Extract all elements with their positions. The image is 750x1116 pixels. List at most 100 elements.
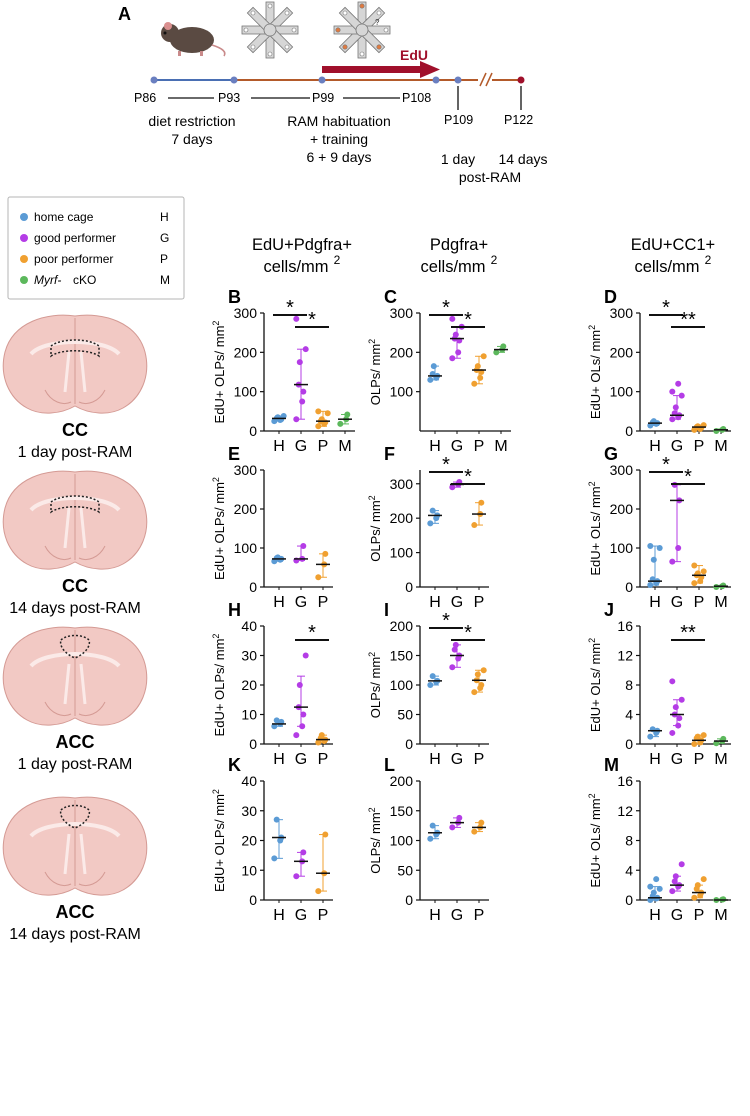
series-group: [691, 732, 707, 747]
data-point: [427, 376, 434, 383]
y-tick-label: 100: [610, 540, 634, 556]
chart-panel: J 0 4 8 12 16 EdU+ OLs/ mm2 H G P M **: [587, 600, 731, 768]
y-tick-label: 100: [610, 384, 634, 400]
data-point: [452, 641, 459, 648]
data-point: [669, 416, 676, 423]
y-tick-label: 0: [625, 736, 633, 752]
series-group: [691, 876, 707, 901]
y-tick-label: 100: [390, 384, 414, 400]
y-tick-label: 12: [617, 648, 633, 664]
x-tick-label: H: [429, 751, 441, 768]
data-point: [656, 545, 663, 551]
chart-panel: E 0 100 200 300 EdU+ OLPs/ mm2 H G P: [211, 444, 333, 611]
post-ram-text: post-RAM: [459, 169, 521, 185]
y-axis-label: OLPs/ mm2: [367, 339, 383, 405]
data-point: [720, 582, 727, 589]
ram-text-line: 6 + 9 days: [307, 149, 372, 165]
y-tick-label: 10: [241, 707, 257, 723]
data-point: [449, 484, 456, 491]
data-point: [678, 696, 685, 703]
y-axis-label: EdU+ OLPs/ mm2: [211, 789, 227, 892]
brain-row: CC 14 days post-RAM: [2, 470, 148, 617]
data-point: [344, 411, 351, 418]
y-tick-label: 4: [625, 707, 633, 723]
x-tick-label: G: [295, 438, 307, 455]
data-point: [694, 882, 701, 889]
data-point: [474, 671, 481, 678]
y-axis-label: EdU+ OLs/ mm2: [587, 325, 603, 419]
data-point: [271, 855, 278, 862]
significance-label: *: [464, 309, 472, 331]
data-point: [273, 816, 280, 823]
series-group: [293, 652, 309, 739]
chart-panel: L 0 50 100 150 200 OLPs/ mm2 H G P: [367, 755, 489, 924]
data-point: [669, 558, 676, 565]
y-axis-label: EdU+ OLPs/ mm2: [211, 321, 227, 424]
y-tick-label: 0: [405, 892, 413, 908]
x-tick-label: M: [714, 907, 727, 924]
column-title-line1: Pdgfra+: [430, 236, 488, 254]
timeline-break-mark-2: [485, 72, 493, 87]
series-group: [713, 896, 728, 903]
y-tick-label: 30: [241, 803, 257, 819]
data-point: [480, 667, 487, 674]
y-tick-label: 0: [625, 423, 633, 439]
panel-letter: I: [384, 600, 389, 620]
series-group: [713, 582, 728, 590]
y-tick-label: 40: [241, 773, 257, 789]
data-point: [647, 883, 654, 890]
series-group: [271, 816, 286, 862]
ram-text-line: RAM habituation: [287, 113, 391, 129]
data-point: [315, 574, 322, 581]
timepoint-dot-p108: [432, 76, 440, 84]
legend-dot-home-cage: [20, 213, 28, 221]
data-point: [449, 315, 456, 322]
x-tick-label: H: [429, 907, 441, 924]
edu-arrow-shaft: [322, 66, 422, 73]
data-point: [691, 562, 698, 569]
legend-code: M: [160, 273, 170, 287]
y-tick-label: 200: [234, 344, 258, 360]
timepoint-dot-p109: [454, 76, 462, 84]
timepoint-label: P86: [134, 91, 156, 105]
chart-panel: C 100 200 300 OLPs/ mm2 H G P M * *: [367, 287, 511, 455]
column-title-line2: cells/mm: [634, 258, 699, 276]
series-group: [449, 315, 465, 362]
series-group: [669, 380, 685, 423]
x-tick-label: P: [694, 594, 705, 611]
one-day-text: 1 day: [441, 151, 475, 167]
brain-section-icon: [2, 314, 148, 414]
panel-letter: G: [604, 444, 618, 464]
significance-label: **: [680, 309, 696, 331]
significance-label: *: [684, 466, 692, 488]
data-point: [669, 729, 676, 736]
timepoint-label: P108: [402, 91, 431, 105]
data-point: [300, 388, 307, 395]
x-tick-label: H: [649, 907, 661, 924]
brain-section-icon: [2, 796, 148, 896]
data-point: [669, 888, 676, 895]
data-point: [471, 380, 478, 387]
brain-region-label: CC: [62, 420, 88, 440]
column-title-sup: 2: [705, 253, 712, 267]
x-tick-label: G: [671, 907, 683, 924]
brain-row: ACC 1 day post-RAM: [2, 626, 148, 773]
column-titles: EdU+Pdgfra+ cells/mm 2 Pdgfra+ cells/mm …: [252, 236, 715, 276]
data-point: [700, 732, 707, 739]
series-group: [471, 353, 487, 387]
data-point: [678, 392, 685, 399]
edu-label: EdU: [400, 47, 428, 63]
y-tick-label: 8: [625, 677, 633, 693]
column-title-line2: cells/mm: [263, 258, 328, 276]
significance-label: *: [442, 454, 450, 476]
data-point: [647, 733, 654, 740]
x-tick-label: H: [273, 594, 285, 611]
fourteen-days-text: 14 days: [498, 151, 547, 167]
panel-letter: E: [228, 444, 240, 464]
x-tick-label: P: [318, 438, 329, 455]
data-point: [318, 732, 325, 739]
data-point: [691, 741, 698, 747]
